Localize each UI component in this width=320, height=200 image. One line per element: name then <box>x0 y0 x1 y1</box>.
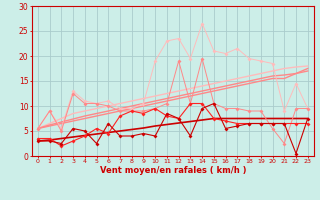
X-axis label: Vent moyen/en rafales ( km/h ): Vent moyen/en rafales ( km/h ) <box>100 166 246 175</box>
